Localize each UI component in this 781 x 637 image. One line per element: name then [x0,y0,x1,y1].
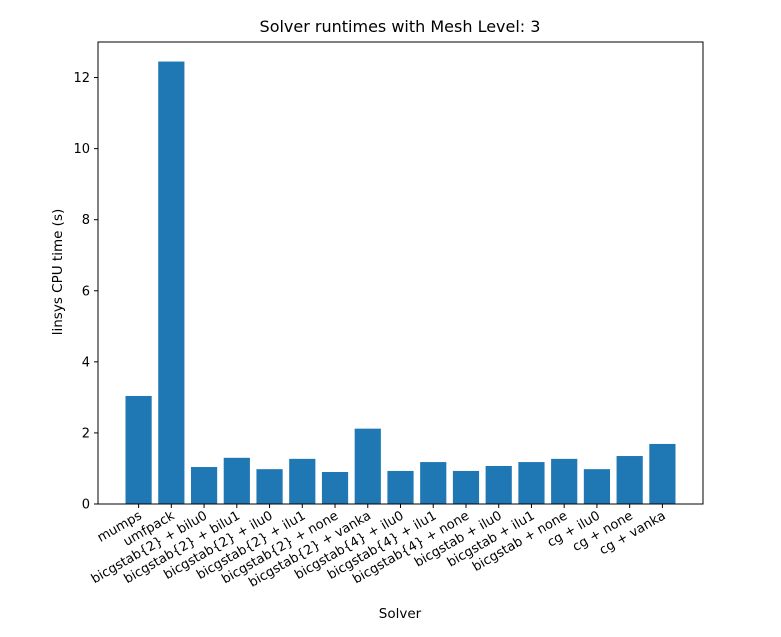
bar-4 [256,469,283,504]
bar-0 [125,395,152,504]
bar-10 [452,470,480,504]
bar-14 [583,469,611,504]
y-tick-label: 0 [82,498,90,513]
bar-12 [518,462,545,504]
bar-11 [485,465,512,504]
bar-5 [289,458,316,504]
bar-3 [223,457,250,504]
bar-8 [387,470,414,504]
bar-7 [354,428,381,504]
bar-6 [321,472,349,504]
bar-2 [190,467,218,504]
x-axis-title: Solver [379,606,422,622]
y-axis-title: linsys CPU time (s) [50,209,66,336]
bar-15 [616,456,643,504]
plot-frame [97,41,704,505]
y-axis: 0 2 4 6 8 10 12 [73,71,98,513]
y-tick-label: 4 [82,355,90,370]
bar-1 [158,61,185,505]
bars-group [125,61,676,505]
y-tick-label: 6 [82,284,90,299]
y-tick-label: 2 [82,426,90,441]
chart-title: Solver runtimes with Mesh Level: 3 [260,17,541,36]
y-tick-label: 12 [73,71,90,86]
y-tick-label: 10 [73,142,90,157]
bar-13 [551,458,578,504]
y-tick-label: 8 [82,213,90,228]
bar-16 [649,443,676,504]
bar-9 [420,462,447,504]
